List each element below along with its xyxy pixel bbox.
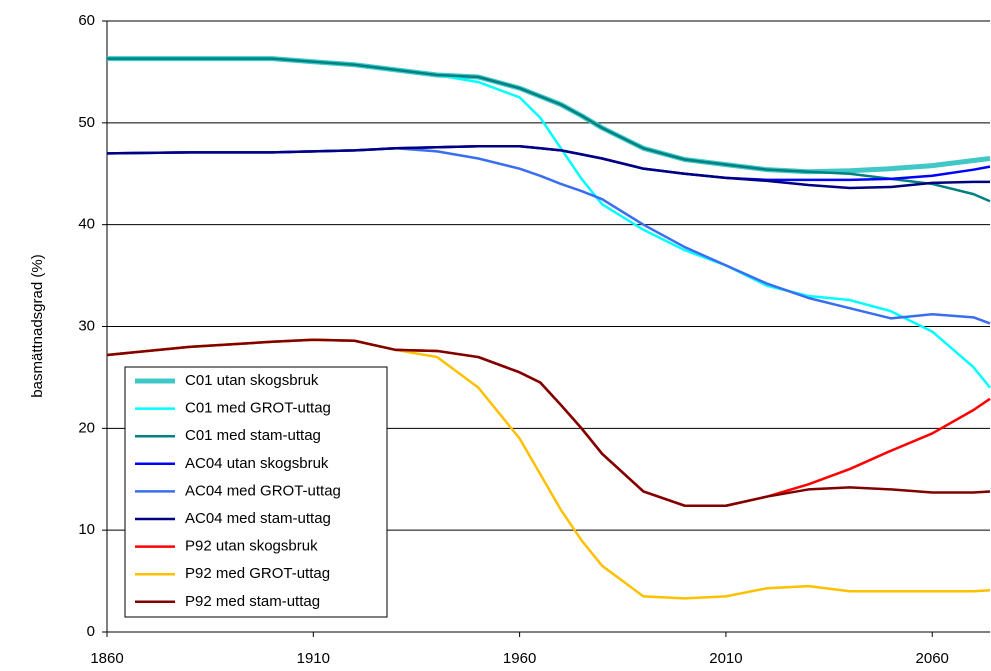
y-axis-label: basmättnadsgrad (%) (29, 254, 46, 397)
y-tick-label: 40 (78, 216, 95, 233)
x-tick-label: 1960 (503, 650, 536, 667)
legend-label: P92 utan skogsbruk (185, 538, 318, 555)
x-tick-label: 1860 (90, 650, 123, 667)
x-tick-label: 1910 (297, 650, 330, 667)
y-tick-label: 10 (78, 521, 95, 538)
series-line (107, 57, 991, 203)
series-line (106, 338, 991, 507)
legend-label: C01 utan skogsbruk (185, 372, 319, 389)
y-tick-label: 50 (78, 114, 95, 131)
legend-label: P92 med stam-uttag (185, 593, 320, 610)
x-tick-label: 2060 (916, 650, 949, 667)
legend-label: C01 med stam-uttag (185, 427, 321, 444)
y-tick-label: 30 (78, 317, 95, 334)
legend-label: AC04 utan skogsbruk (185, 455, 329, 472)
legend-label: AC04 med GROT-uttag (185, 482, 341, 499)
legend-label: C01 med GROT-uttag (185, 400, 331, 417)
y-tick-label: 60 (78, 12, 95, 29)
series-line (107, 57, 991, 389)
y-tick-label: 20 (78, 419, 95, 436)
legend-label: AC04 med stam-uttag (185, 510, 331, 527)
series-line (106, 145, 990, 190)
legend-label: P92 med GROT-uttag (185, 565, 330, 582)
x-tick-label: 2010 (709, 650, 742, 667)
y-tick-label: 0 (87, 623, 95, 640)
series-line (107, 56, 991, 175)
